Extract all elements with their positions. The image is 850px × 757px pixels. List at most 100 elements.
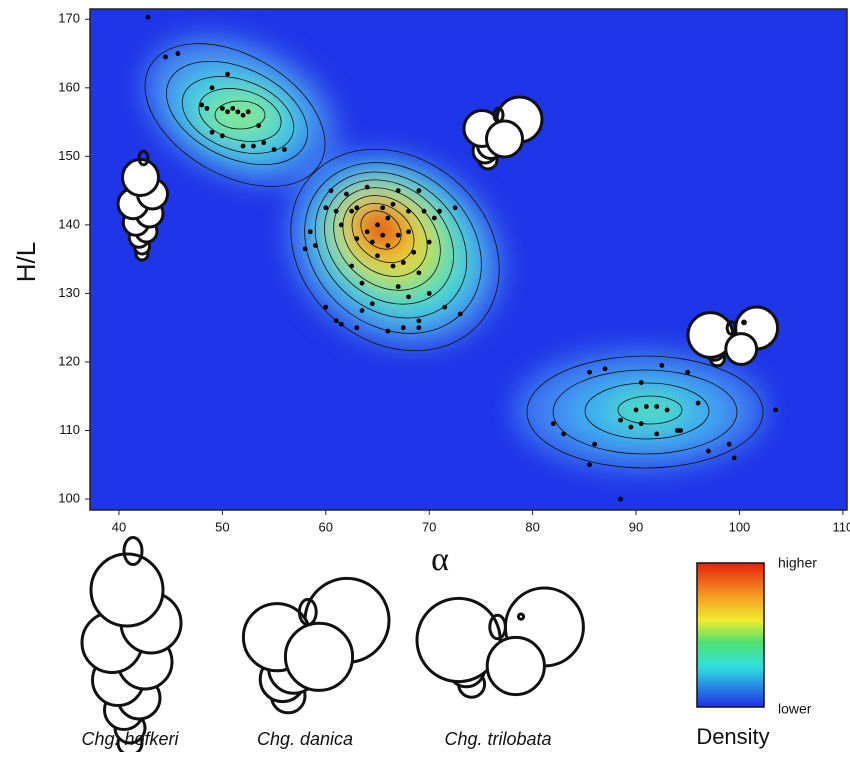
- point: [338, 222, 344, 228]
- colorbar-top-label: higher: [778, 555, 817, 571]
- chamber: [741, 319, 747, 326]
- point: [369, 301, 375, 307]
- specimen: [462, 95, 544, 171]
- point: [302, 246, 308, 252]
- y-tick-label: 140: [58, 216, 80, 231]
- point: [654, 404, 660, 409]
- point: [395, 284, 401, 289]
- point: [618, 417, 623, 423]
- chamber: [415, 596, 502, 684]
- aperture-loop: [488, 613, 507, 641]
- point: [592, 441, 598, 447]
- point: [333, 318, 339, 324]
- point: [209, 129, 215, 135]
- chamber: [516, 612, 526, 621]
- specimen: [241, 576, 391, 715]
- chamber: [485, 635, 546, 697]
- chamber: [283, 621, 355, 692]
- y-axis-label: H/L: [11, 242, 41, 282]
- point: [219, 105, 225, 111]
- point: [602, 366, 608, 372]
- plot-frame: [89, 8, 848, 511]
- point: [773, 407, 779, 413]
- x-tick-label: 60: [319, 519, 333, 534]
- y-tick-label: 100: [58, 490, 80, 505]
- point: [731, 455, 737, 461]
- point: [375, 253, 380, 259]
- point: [199, 102, 205, 108]
- point: [685, 369, 691, 375]
- species-label: Chg. hofkeri: [81, 729, 179, 749]
- point: [416, 270, 422, 276]
- point: [643, 404, 649, 409]
- point: [369, 239, 375, 245]
- specimen: [116, 149, 169, 262]
- colorbar: [696, 562, 765, 708]
- point: [313, 243, 318, 248]
- species-label: Chg. danica: [257, 729, 353, 749]
- point: [323, 304, 329, 310]
- y-tick-label: 110: [59, 422, 80, 437]
- x-tick-label: 110: [832, 519, 850, 534]
- x-tick-label: 70: [422, 519, 436, 534]
- point: [416, 188, 422, 194]
- point: [628, 424, 634, 430]
- point: [245, 109, 251, 115]
- contour-lines: [144, 43, 764, 469]
- point: [437, 208, 442, 214]
- point: [638, 380, 644, 385]
- point: [695, 400, 701, 406]
- point: [240, 112, 246, 118]
- chamber: [89, 552, 165, 628]
- point: [204, 105, 210, 111]
- point: [380, 232, 386, 238]
- point: [726, 441, 732, 447]
- point: [359, 280, 365, 286]
- point: [550, 421, 556, 427]
- specimen: [686, 305, 780, 368]
- point: [638, 421, 644, 427]
- point: [633, 407, 639, 413]
- point: [706, 448, 711, 454]
- x-tick-label: 50: [215, 519, 229, 534]
- x-tick-label: 80: [525, 519, 539, 534]
- point: [395, 188, 401, 194]
- point: [411, 249, 417, 255]
- point: [385, 215, 391, 221]
- point: [400, 325, 406, 331]
- point: [431, 215, 437, 221]
- point: [416, 318, 422, 324]
- point: [385, 243, 391, 248]
- point: [426, 291, 432, 296]
- species-label: Chg. trilobata: [444, 729, 551, 749]
- point: [561, 431, 567, 437]
- point: [364, 184, 370, 190]
- point: [442, 304, 448, 310]
- aperture-loop: [137, 149, 150, 167]
- point: [390, 263, 396, 269]
- point: [271, 147, 277, 152]
- point: [678, 428, 683, 433]
- point: [225, 109, 230, 115]
- aperture-loop: [297, 597, 318, 627]
- point: [406, 229, 411, 235]
- specimen-drawings: [80, 95, 780, 757]
- point: [354, 205, 360, 211]
- point: [587, 369, 592, 375]
- point: [175, 51, 181, 56]
- axes: 40 50 60 70 80 90 100 110 100 110 120 130 140 150 160 1…: [58, 11, 850, 535]
- y-tick-label: 130: [58, 285, 80, 300]
- point: [364, 229, 370, 235]
- y-tick-label: 170: [58, 11, 80, 26]
- specimen: [415, 586, 585, 699]
- point: [333, 208, 339, 214]
- point: [307, 229, 313, 235]
- point: [349, 263, 355, 269]
- y-tick-label: 120: [58, 353, 80, 368]
- point: [235, 109, 241, 115]
- point: [457, 311, 463, 317]
- point: [225, 71, 230, 77]
- point: [219, 133, 225, 139]
- y-tick-label: 150: [58, 148, 80, 163]
- point: [659, 362, 665, 368]
